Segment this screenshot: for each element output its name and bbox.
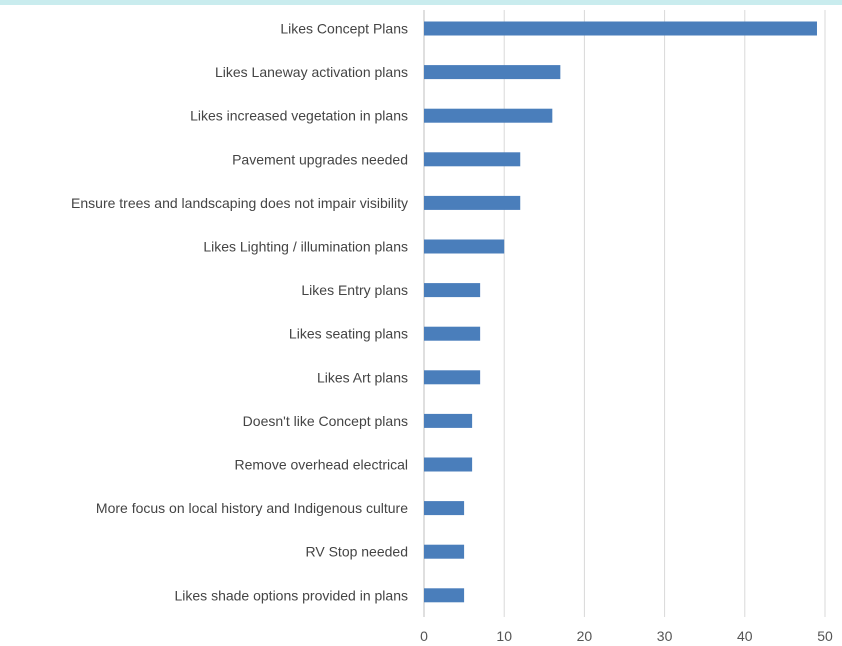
bar bbox=[424, 457, 473, 472]
category-labels: Likes Concept Plans Likes Laneway activat… bbox=[71, 21, 408, 604]
category-label: Likes seating plans bbox=[289, 326, 408, 342]
bar bbox=[424, 195, 521, 210]
top-decorative-band bbox=[0, 0, 842, 5]
x-tick-label: 30 bbox=[657, 628, 673, 644]
bar bbox=[424, 413, 473, 428]
x-tick-labels: 0 10 20 30 40 50 bbox=[420, 628, 833, 644]
bar bbox=[424, 588, 465, 603]
bar bbox=[424, 65, 561, 80]
bar bbox=[424, 501, 465, 516]
bar bbox=[424, 283, 481, 298]
category-label: Likes increased vegetation in plans bbox=[190, 108, 408, 124]
x-tick-label: 0 bbox=[420, 628, 428, 644]
category-label: Likes Entry plans bbox=[301, 282, 408, 298]
bar bbox=[424, 152, 521, 167]
bar bbox=[424, 370, 481, 385]
x-tick-label: 20 bbox=[577, 628, 593, 644]
category-label: Likes shade options provided in plans bbox=[175, 587, 409, 603]
category-label: RV Stop needed bbox=[306, 544, 409, 560]
category-label: Pavement upgrades needed bbox=[232, 151, 408, 167]
x-tick-label: 40 bbox=[737, 628, 753, 644]
category-label: Likes Lighting / illumination plans bbox=[203, 239, 408, 255]
category-label: Ensure trees and landscaping does not im… bbox=[71, 195, 408, 211]
bar bbox=[424, 108, 553, 123]
category-label: Remove overhead electrical bbox=[234, 457, 408, 473]
category-label: Doesn't like Concept plans bbox=[243, 413, 408, 429]
bar bbox=[424, 21, 817, 36]
bar bbox=[424, 544, 465, 559]
grid-lines bbox=[423, 10, 826, 617]
category-label: Likes Art plans bbox=[317, 369, 408, 385]
category-label: More focus on local history and Indigeno… bbox=[96, 500, 408, 516]
bar bbox=[424, 239, 505, 254]
x-tick-label: 10 bbox=[496, 628, 512, 644]
category-label: Likes Concept Plans bbox=[280, 21, 408, 37]
bar bbox=[424, 326, 481, 341]
category-label: Likes Laneway activation plans bbox=[215, 64, 408, 80]
x-tick-label: 50 bbox=[817, 628, 833, 644]
bars bbox=[424, 21, 817, 603]
